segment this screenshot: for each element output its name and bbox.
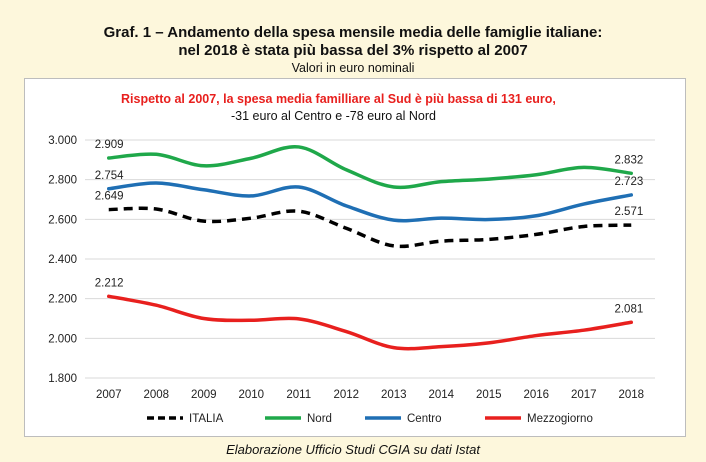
data-labels: 2.649 2.571 2.909 2.832 2.754 2.723 2.212 2.081 xyxy=(95,139,644,315)
x-tick-label: 2010 xyxy=(238,389,264,401)
x-tick-label: 2015 xyxy=(476,389,502,401)
x-tick-label: 2008 xyxy=(143,389,169,401)
source-note: Elaborazione Ufficio Studi CGIA su dati … xyxy=(226,442,480,457)
y-axis: 1.800 2.000 2.200 2.400 2.600 2.800 3.000 xyxy=(48,135,77,385)
y-tick-label: 2.600 xyxy=(48,214,77,226)
x-tick-label: 2013 xyxy=(381,389,407,401)
data-label-end: 2.723 xyxy=(614,176,643,188)
x-axis: 2007 2008 2009 2010 2011 2012 2013 2014 2015 2016… xyxy=(96,389,644,401)
legend: ITALIA Nord Centro Mezzogiorno xyxy=(147,413,593,425)
series-line-centro xyxy=(107,181,633,223)
x-tick-label: 2016 xyxy=(523,389,549,401)
legend-label: Mezzogiorno xyxy=(527,413,593,425)
y-tick-label: 2.800 xyxy=(48,175,77,187)
legend-label: Centro xyxy=(407,413,442,425)
y-tick-label: 2.400 xyxy=(48,254,77,266)
data-label-end: 2.081 xyxy=(614,303,643,315)
chart-title-line1: Graf. 1 – Andamento della spesa mensile … xyxy=(103,24,603,41)
y-tick-label: 3.000 xyxy=(48,135,77,147)
x-tick-label: 2009 xyxy=(191,389,217,401)
x-tick-label: 2018 xyxy=(618,389,644,401)
data-label-end: 2.832 xyxy=(614,154,643,166)
data-label-start: 2.212 xyxy=(95,277,124,289)
data-label-start: 2.649 xyxy=(95,191,124,203)
x-tick-label: 2012 xyxy=(333,389,359,401)
y-tick-label: 1.800 xyxy=(48,373,77,385)
chart-title-line2: nel 2018 è stata più bassa del 3% rispet… xyxy=(178,42,528,59)
line-chart: Rispetto al 2007, la spesa media familli… xyxy=(48,92,655,425)
data-label-end: 2.571 xyxy=(614,206,643,218)
x-tick-label: 2011 xyxy=(286,389,311,401)
legend-label: Nord xyxy=(307,413,332,425)
data-label-start: 2.909 xyxy=(95,139,124,151)
chart-annotation-line2: -31 euro al Centro e -78 euro al Nord xyxy=(231,109,436,123)
chart-subtitle: Valori in euro nominali xyxy=(291,61,415,75)
x-tick-label: 2014 xyxy=(428,389,454,401)
y-tick-label: 2.200 xyxy=(48,294,77,306)
series-lines xyxy=(107,144,633,351)
x-tick-label: 2007 xyxy=(96,389,122,401)
chart-panel: Rispetto al 2007, la spesa media familli… xyxy=(24,78,686,437)
x-tick-label: 2017 xyxy=(571,389,597,401)
y-tick-label: 2.000 xyxy=(48,333,77,345)
legend-label: ITALIA xyxy=(189,413,224,425)
series-line-italia xyxy=(108,206,632,249)
series-line-nord xyxy=(107,144,633,190)
series-line-mezzogiorno xyxy=(107,294,633,351)
chart-annotation-line1: Rispetto al 2007, la spesa media familli… xyxy=(121,92,556,106)
data-label-start: 2.754 xyxy=(95,170,124,182)
